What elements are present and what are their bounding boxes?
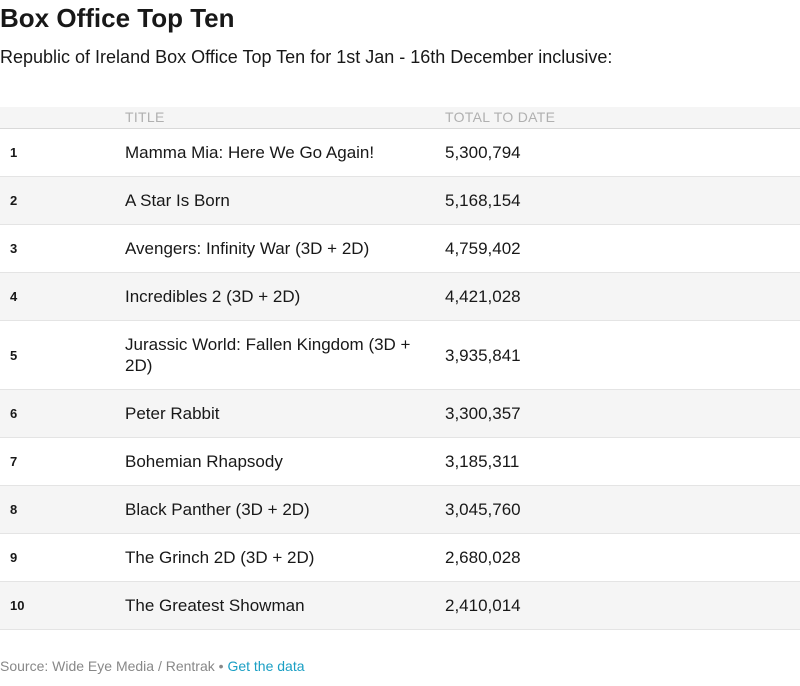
total-cell: 4,421,028 (445, 287, 521, 306)
chart-footer: Source: Wide Eye Media / Rentrak • Get t… (0, 657, 305, 675)
chart-subtitle: Republic of Ireland Box Office Top Ten f… (0, 47, 613, 67)
title-cell: Avengers: Infinity War (3D + 2D) (125, 239, 370, 258)
table-row: 1 Mamma Mia: Here We Go Again! 5,300,794 (0, 129, 800, 177)
title-cell: The Grinch 2D (3D + 2D) (125, 548, 315, 567)
source-note: Source: Wide Eye Media / Rentrak (0, 658, 215, 674)
rank-cell: 4 (10, 289, 18, 304)
total-cell: 3,045,760 (445, 500, 521, 519)
table-row: 2 A Star Is Born 5,168,154 (0, 177, 800, 225)
table-row: 10 The Greatest Showman 2,410,014 (0, 582, 800, 630)
rank-cell: 1 (10, 145, 18, 160)
rank-cell: 6 (10, 406, 18, 421)
table-row: 8 Black Panther (3D + 2D) 3,045,760 (0, 486, 800, 534)
total-cell: 4,759,402 (445, 239, 521, 258)
box-office-table: TITLE TOTAL TO DATE 1 Mamma Mia: Here We … (0, 107, 800, 630)
table-body: 1 Mamma Mia: Here We Go Again! 5,300,794 2 A… (0, 129, 800, 630)
total-cell: 3,300,357 (445, 404, 521, 423)
table-row: 6 Peter Rabbit 3,300,357 (0, 390, 800, 438)
rank-cell: 9 (10, 550, 18, 565)
title-cell: Bohemian Rhapsody (125, 452, 283, 471)
header-total: TOTAL TO DATE (445, 109, 556, 125)
table-row: 9 The Grinch 2D (3D + 2D) 2,680,028 (0, 534, 800, 582)
total-cell: 5,300,794 (445, 143, 521, 162)
header-title: TITLE (125, 109, 165, 125)
chart-title: Box Office Top Ten (0, 3, 235, 33)
total-cell: 2,680,028 (445, 548, 521, 567)
rank-cell: 3 (10, 241, 18, 256)
table-row: 3 Avengers: Infinity War (3D + 2D) 4,759,4… (0, 225, 800, 273)
table-header-row: TITLE TOTAL TO DATE (0, 107, 800, 129)
total-cell: 3,935,841 (445, 345, 521, 365)
title-cell: Mamma Mia: Here We Go Again! (125, 143, 375, 162)
title-cell: Peter Rabbit (125, 404, 220, 423)
rank-cell: 2 (10, 193, 18, 208)
footer-separator: • (214, 658, 228, 674)
total-cell: 2,410,014 (445, 596, 521, 615)
rank-cell: 7 (10, 454, 18, 469)
table-row: 7 Bohemian Rhapsody 3,185,311 (0, 438, 800, 486)
rank-cell: 5 (10, 347, 18, 363)
table-row: 4 Incredibles 2 (3D + 2D) 4,421,028 (0, 273, 800, 321)
get-the-data-link[interactable]: Get the data (227, 658, 305, 674)
title-cell: Jurassic World: Fallen Kingdom (3D + 2D) (125, 335, 411, 375)
rank-cell: 8 (10, 502, 18, 517)
title-cell: A Star Is Born (125, 191, 230, 210)
title-cell: Black Panther (3D + 2D) (125, 500, 310, 519)
total-cell: 5,168,154 (445, 191, 521, 210)
table-row: 5 Jurassic World: Fallen Kingdom (3D + 2D… (0, 321, 800, 390)
title-cell: The Greatest Showman (125, 596, 305, 615)
total-cell: 3,185,311 (445, 452, 520, 471)
rank-cell: 10 (10, 598, 25, 613)
title-cell: Incredibles 2 (3D + 2D) (125, 287, 301, 306)
